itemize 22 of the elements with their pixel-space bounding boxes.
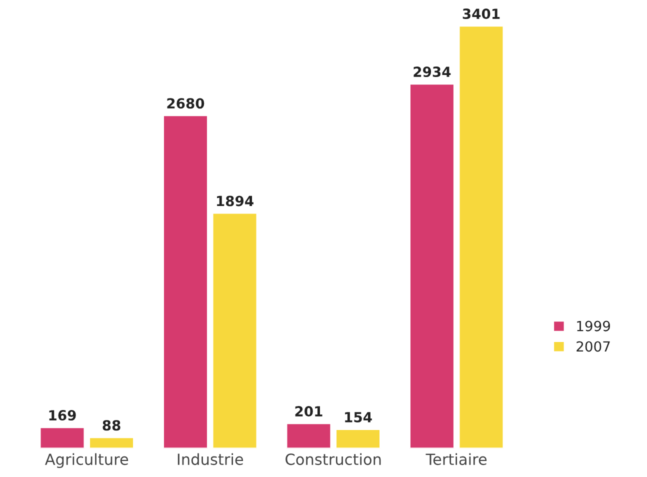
bar [88,436,134,448]
bar [286,422,332,448]
data-label: 3401 [462,8,500,20]
data-label: 88 [102,420,120,431]
bar [212,212,258,448]
x-tick-label: Industrie [178,453,244,466]
bar [458,25,504,448]
x-tick-label: Construction [286,453,381,466]
legend-label: 1999 [577,320,610,332]
x-tick-label: Agriculture [44,453,128,468]
bar [409,83,455,448]
bar [162,114,208,448]
data-label: 2680 [167,98,204,109]
data-label: 169 [49,410,76,421]
legend-label: 2007 [576,341,610,352]
bar [39,426,86,448]
data-label: 1894 [217,196,254,206]
data-label: 2934 [414,66,451,78]
bar [335,428,381,448]
x-tick-label: Tertiaire [426,453,487,466]
data-label: 201 [295,406,322,417]
data-label: 154 [345,412,372,422]
